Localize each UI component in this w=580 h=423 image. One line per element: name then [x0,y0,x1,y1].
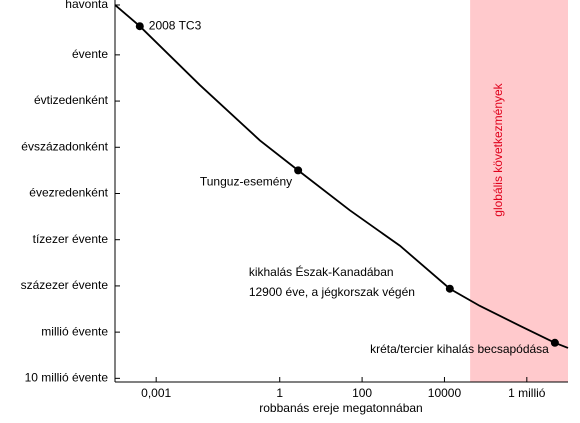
y-tick-label: tízezer évente [33,232,109,246]
event-point [135,22,144,31]
y-tick-label: 10 millió évente [25,371,109,385]
y-tick-label: millió évente [41,324,108,338]
event-label: 12900 éve, a jégkorszak végén [249,285,415,299]
shaded-region [470,0,568,382]
y-tick-label: évezredenként [29,186,108,200]
curve [114,4,569,349]
event-point [294,166,303,175]
y-tick-label: évszázadonként [21,139,108,153]
event-point [550,338,559,347]
x-tick-label: 1 [276,386,283,400]
x-tick-label: 1 millió [508,386,546,400]
y-tick-label: évtizedenként [34,93,109,107]
x-tick-label: 10000 [428,386,462,400]
event-label: kréta/tercier kihalás becsapódása [370,342,549,356]
event-label: 2008 TC3 [149,18,202,32]
event-label: Tunguz-esemény [200,175,292,189]
event-label: kikhalás Észak-Kanadában [249,264,394,279]
x-axis-label: robbanás ereje megatonnában [259,401,422,415]
region-label: globális következmények [491,82,505,216]
x-tick-label: 100 [352,386,372,400]
y-tick-label: havonta [65,0,108,11]
event-point [445,284,454,293]
y-tick-label: évente [72,47,108,61]
x-tick-label: 0,001 [141,386,171,400]
y-tick-label: százezer évente [21,278,109,292]
